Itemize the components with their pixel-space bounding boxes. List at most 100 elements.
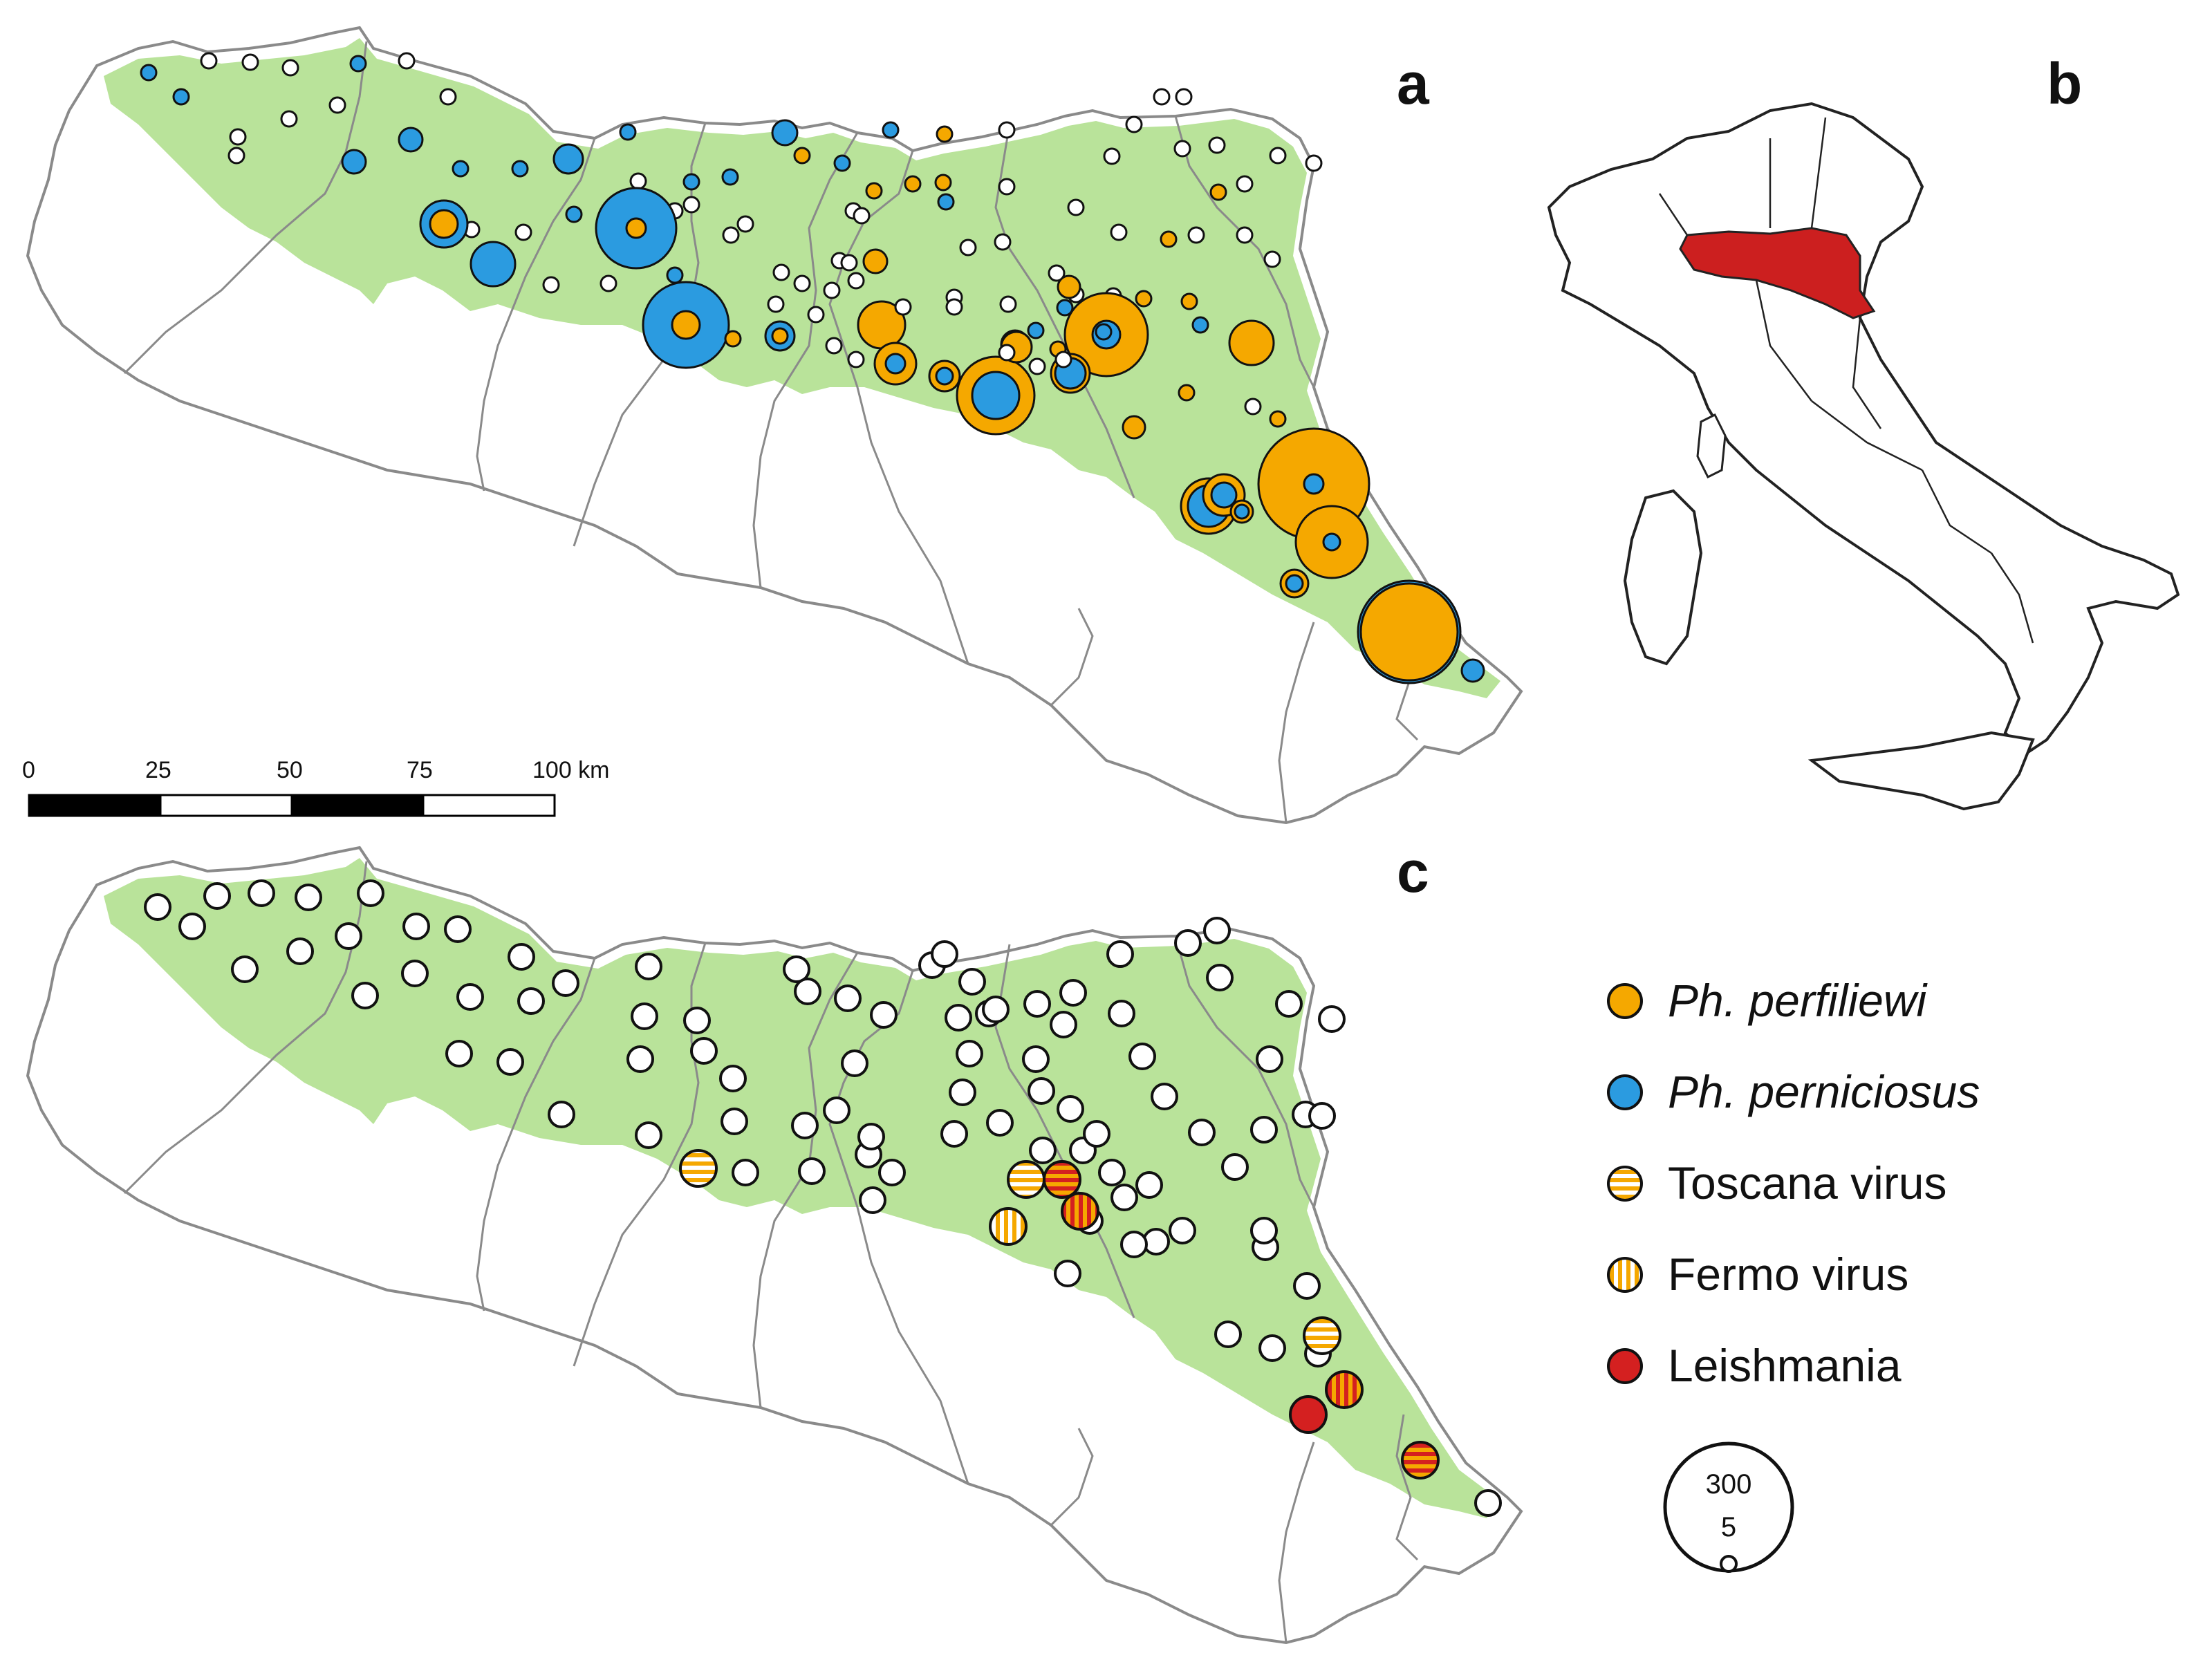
sample-site <box>1022 1045 1050 1073</box>
sample-site <box>1135 290 1153 308</box>
emilia-romagna-highlight <box>1679 227 1876 319</box>
sample-site <box>552 143 584 175</box>
sample-site <box>767 295 785 313</box>
sample-site <box>398 52 416 70</box>
sample-site <box>847 272 865 290</box>
sample-site <box>514 223 532 241</box>
sample-site <box>949 1079 976 1106</box>
sample-site <box>1175 88 1193 106</box>
sample-site <box>1059 979 1087 1007</box>
sample-site <box>470 241 517 288</box>
sample-site-inner <box>1303 473 1325 495</box>
sample-site <box>1173 140 1191 158</box>
sample-site <box>1244 398 1262 416</box>
sample-site <box>248 879 275 907</box>
sample-site <box>682 196 700 214</box>
sample-site <box>496 1048 524 1076</box>
sample-site-inner <box>1285 574 1304 593</box>
sample-site <box>936 125 954 143</box>
sample-site <box>439 88 457 106</box>
sample-site <box>1050 1011 1077 1038</box>
sample-site <box>1153 88 1171 106</box>
sample-site <box>548 1101 575 1128</box>
sample-site <box>241 53 259 71</box>
sample-site <box>683 1007 711 1034</box>
scale-segment-4 <box>422 794 556 817</box>
sample-site <box>1236 226 1254 244</box>
scale-tick-75: 75 <box>407 757 433 783</box>
legend-item-perfiliewi: Ph. perfiliewi <box>1607 975 1928 1026</box>
toscana-virus-site <box>679 1149 718 1188</box>
fermo-leishmania-site <box>1325 1370 1364 1409</box>
sample-site <box>456 983 484 1011</box>
legend-label-perniciosus: Ph. perniciosus <box>1668 1066 1980 1117</box>
sample-site <box>945 1004 972 1032</box>
legend-item-leishmania: Leishmania <box>1607 1340 1902 1391</box>
sample-site <box>1120 1231 1148 1258</box>
legend-swatch-perniciosus <box>1607 1074 1643 1110</box>
sample-site <box>1256 1045 1283 1073</box>
sample-site <box>719 1065 747 1092</box>
sample-site <box>1057 1095 1084 1123</box>
sample-site <box>1083 1120 1110 1148</box>
sample-site <box>1308 1102 1336 1130</box>
sample-site <box>1269 410 1287 428</box>
sample-site <box>231 955 259 983</box>
sample-site <box>1054 351 1072 368</box>
sample-site <box>724 330 742 348</box>
sample-site <box>398 127 424 153</box>
sample-site <box>1208 136 1226 154</box>
legend-label-perfiliewi: Ph. perfiliewi <box>1668 975 1928 1026</box>
corsica <box>1696 413 1727 479</box>
sample-site <box>1209 183 1227 201</box>
pathogen-symbols-panel-c <box>144 879 1502 1517</box>
legend-label-fermo: Fermo virus <box>1668 1249 1908 1300</box>
sample-site <box>1221 1153 1249 1181</box>
sample-site <box>599 274 617 292</box>
scale-bar: 0 25 50 75 100 km <box>22 757 610 817</box>
sample-site <box>1293 1272 1321 1300</box>
sample-site <box>825 337 843 355</box>
scale-segment-1 <box>28 794 162 817</box>
toscana-virus-site <box>1303 1316 1341 1355</box>
sample-site <box>511 160 529 178</box>
sample-site <box>847 351 865 368</box>
sample-site <box>619 123 637 141</box>
fermo-virus-site <box>989 1207 1028 1246</box>
size-key-small-circle <box>1720 1555 1738 1573</box>
sample-site-inner <box>1234 503 1250 520</box>
sample-site <box>945 298 963 316</box>
legend-swatch-fermo <box>1607 1257 1643 1293</box>
sample-site <box>1206 964 1234 991</box>
scale-tick-0: 0 <box>22 757 35 783</box>
italy-locator-map <box>1547 102 2180 811</box>
scale-tick-25: 25 <box>145 757 171 783</box>
sample-site <box>982 996 1010 1023</box>
sample-site <box>508 943 535 971</box>
sample-site <box>857 1123 885 1150</box>
sample-site-inner <box>671 310 701 340</box>
sample-site <box>721 168 739 186</box>
size-key-small-label: 5 <box>1721 1512 1736 1542</box>
sample-site <box>956 1040 983 1067</box>
sample-site <box>998 178 1016 196</box>
sample-site <box>1128 1043 1156 1070</box>
sample-site <box>998 121 1016 139</box>
sample-site <box>870 1001 898 1029</box>
sample-site <box>565 205 583 223</box>
sample-site <box>882 121 900 139</box>
sample-site <box>144 893 171 921</box>
sample-site <box>999 295 1017 313</box>
sample-site <box>937 193 955 211</box>
sample-site <box>631 1002 658 1030</box>
sample-site <box>958 968 986 996</box>
scale-segment-2 <box>159 794 293 817</box>
habitat-zone-c <box>104 858 1500 1518</box>
sample-site <box>1110 1184 1138 1211</box>
sample-site <box>178 913 206 940</box>
toscana-virus-site <box>1007 1160 1045 1199</box>
sample-site <box>841 1049 868 1077</box>
sample-site-inner <box>935 366 954 386</box>
sample-site-inner <box>1359 582 1459 682</box>
sample-site <box>445 1040 473 1067</box>
